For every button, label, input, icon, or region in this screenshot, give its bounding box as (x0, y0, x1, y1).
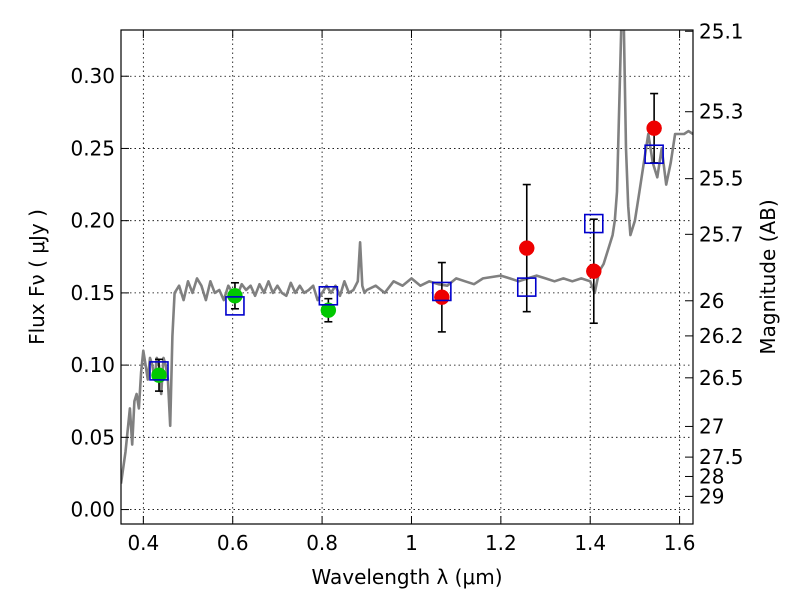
model-flux-box (644, 144, 664, 165)
x-tick-label: 1.4 (574, 531, 606, 555)
y2-axis-label: Magnitude (AB) (756, 199, 780, 354)
y2-tick-label: 26 (699, 289, 724, 313)
model-flux-box (318, 285, 339, 306)
y-tick-label: 0.10 (70, 353, 115, 377)
y-tick-label: 0.25 (70, 136, 115, 160)
y-tick-label: 0.05 (70, 425, 115, 449)
y2-tick-label: 28 (699, 464, 724, 488)
x-axis-label: Wavelength λ (μm) (311, 565, 502, 589)
axis-ticks: 0.4 0.6 0.8 1 1.2 1.4 1.6 0.00 0.05 0.10 0.15 0.20 0… (70, 19, 743, 555)
x-tick-label: 0.6 (217, 531, 249, 555)
plot-area-background (121, 30, 693, 524)
observed-flux-point (586, 263, 602, 279)
y2-tick-label: 25.7 (699, 222, 744, 246)
y2-tick-label: 29 (699, 484, 724, 508)
grid-lines (121, 30, 693, 524)
y2-tick-label: 27 (699, 414, 724, 438)
x-tick-label: 0.4 (127, 531, 159, 555)
model-flux-box (149, 361, 169, 381)
y-tick-label: 0.30 (70, 64, 115, 88)
x-tick-label: 1.2 (485, 531, 517, 555)
observed-flux-point (320, 302, 337, 318)
observed-flux-point (434, 289, 450, 305)
model-flux-box (225, 296, 245, 316)
x-tick-label: 1 (405, 531, 418, 555)
x-tick-label: 1.6 (664, 531, 696, 555)
model-flux-box (516, 277, 537, 297)
y2-tick-label: 27.5 (699, 445, 744, 469)
model-spectrum-line (121, 30, 693, 484)
plot-frame (120, 29, 694, 525)
y-axis-label: Flux Fν ( μJy ) (25, 209, 49, 345)
model-flux-box (583, 213, 604, 234)
y2-tick-label: 25.1 (699, 19, 744, 43)
data-layer (121, 30, 693, 484)
y-tick-label: 0.20 (70, 209, 115, 233)
observed-flux-point (227, 288, 243, 304)
y2-tick-label: 25.3 (699, 100, 744, 124)
y2-tick-label: 26.2 (699, 324, 744, 348)
y2-tick-label: 26.5 (699, 366, 744, 390)
observed-flux-point (519, 240, 535, 256)
y-tick-label: 0.00 (70, 498, 115, 522)
x-tick-label: 0.8 (306, 531, 338, 555)
model-flux-box (432, 281, 452, 302)
observed-flux-point (151, 367, 167, 383)
y-tick-label: 0.15 (70, 281, 115, 305)
y2-tick-label: 25.5 (699, 167, 744, 191)
observed-flux-point (646, 120, 662, 136)
